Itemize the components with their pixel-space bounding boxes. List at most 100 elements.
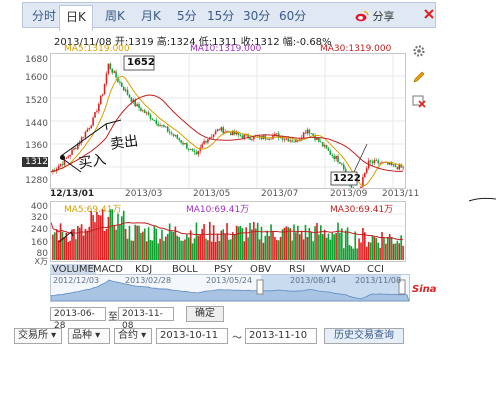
candle-body bbox=[145, 112, 148, 114]
range-confirm-button[interactable]: 确定 bbox=[186, 306, 224, 322]
tab-60min[interactable]: 60分 bbox=[279, 9, 307, 23]
indicator-tab-cci[interactable]: CCI bbox=[367, 264, 384, 275]
candle-body bbox=[253, 136, 255, 140]
volume-bar bbox=[379, 247, 381, 260]
volume-bar bbox=[258, 239, 261, 260]
candle-body bbox=[94, 111, 96, 118]
volume-bar bbox=[235, 225, 238, 260]
indicator-tab-volume[interactable]: VOLUME bbox=[50, 264, 96, 275]
share-button[interactable]: 分享 bbox=[355, 8, 395, 24]
range-navigator[interactable] bbox=[50, 274, 410, 302]
query-start-date-input[interactable]: 2013-10-11 bbox=[156, 328, 228, 344]
range-start-input[interactable]: 2013-06-28 bbox=[50, 307, 106, 331]
indicator-tab-macd[interactable]: MACD bbox=[93, 264, 123, 275]
volume-bar bbox=[392, 243, 395, 260]
volume-bar bbox=[101, 209, 104, 260]
volume-bar bbox=[111, 209, 114, 260]
settings-gear-icon[interactable] bbox=[412, 44, 426, 58]
volume-bar bbox=[197, 235, 200, 260]
candle-body bbox=[113, 71, 115, 73]
candle-body bbox=[174, 134, 177, 136]
tab-30min[interactable]: 30分 bbox=[243, 9, 271, 23]
candle-body bbox=[306, 129, 309, 134]
volume-bar bbox=[256, 222, 259, 260]
volume-bar bbox=[275, 239, 278, 260]
candle-body bbox=[362, 177, 364, 187]
volume-bar bbox=[186, 234, 188, 260]
volume-bar bbox=[383, 238, 385, 260]
indicator-tab-psy[interactable]: PSY bbox=[214, 264, 233, 275]
range-end-input[interactable]: 2013-11-08 bbox=[118, 307, 174, 331]
exchange-select[interactable]: 交易所 ▾ bbox=[14, 328, 62, 344]
volume-bar bbox=[115, 229, 117, 260]
candlestick-chart[interactable] bbox=[50, 53, 406, 199]
candle-body bbox=[124, 89, 127, 91]
volume-bar bbox=[310, 231, 313, 260]
candle-body bbox=[226, 131, 228, 132]
volume-bar bbox=[327, 233, 330, 260]
volume-bar bbox=[107, 216, 110, 260]
candle-body bbox=[92, 117, 94, 126]
candle-body bbox=[142, 110, 144, 112]
query-end-date-input[interactable]: 2013-11-10 bbox=[245, 328, 317, 344]
indicator-tab-rsi[interactable]: RSI bbox=[289, 264, 306, 275]
volume-bar bbox=[277, 240, 280, 260]
contract-select[interactable]: 合约 ▾ bbox=[114, 328, 152, 344]
volume-bar bbox=[212, 225, 215, 260]
volume-bar bbox=[55, 229, 58, 260]
volume-bar bbox=[71, 229, 73, 260]
indicator-tab-boll[interactable]: BOLL bbox=[172, 264, 198, 275]
volume-bar bbox=[400, 235, 402, 260]
close-icon[interactable] bbox=[423, 8, 435, 20]
navigator-date: 2013/08/14 bbox=[290, 276, 337, 285]
navigator-right-handle bbox=[398, 279, 406, 295]
tab-weekly-k[interactable]: 周K bbox=[105, 9, 125, 23]
volume-bar bbox=[187, 237, 190, 260]
volume-bar bbox=[354, 231, 357, 260]
volume-bar bbox=[274, 236, 276, 260]
candle-body bbox=[283, 138, 286, 140]
price-tick: 1360 bbox=[25, 141, 48, 151]
tab-5min[interactable]: 5分 bbox=[177, 9, 197, 23]
volume-bar bbox=[289, 228, 291, 260]
indicator-tab-wvad[interactable]: WVAD bbox=[320, 264, 351, 275]
price-tick: 1680 bbox=[25, 55, 48, 65]
candle-body bbox=[329, 150, 332, 155]
volume-bar bbox=[283, 227, 286, 260]
pencil-icon[interactable] bbox=[412, 70, 426, 84]
candle-body bbox=[184, 143, 186, 145]
candle-body bbox=[126, 89, 129, 95]
volume-bar bbox=[124, 228, 127, 260]
volume-bar bbox=[233, 234, 236, 260]
volume-bar bbox=[184, 239, 186, 260]
volume-bar bbox=[75, 239, 77, 260]
history-query-button[interactable]: 历史交易查询 bbox=[324, 328, 404, 344]
candle-body bbox=[161, 125, 163, 126]
candle-body bbox=[386, 161, 389, 165]
tab-intraday[interactable]: 分时 bbox=[32, 9, 57, 23]
candle-body bbox=[176, 134, 179, 139]
candle-body bbox=[159, 125, 161, 126]
volume-bar bbox=[63, 237, 66, 260]
volume-bar bbox=[155, 228, 158, 260]
product-select[interactable]: 品种 ▾ bbox=[68, 328, 110, 344]
tab-monthly-k[interactable]: 月K bbox=[141, 9, 161, 23]
indicator-tab-kdj[interactable]: KDJ bbox=[135, 264, 153, 275]
volume-bar bbox=[386, 236, 389, 260]
candle-body bbox=[195, 152, 198, 155]
volume-bar bbox=[348, 245, 351, 260]
volume-bar bbox=[312, 241, 314, 260]
tab-daily-k[interactable]: 日K bbox=[59, 5, 93, 31]
volume-bar bbox=[369, 242, 372, 260]
indicator-tab-obv[interactable]: OBV bbox=[250, 264, 272, 275]
candle-body bbox=[212, 134, 215, 137]
volume-bar bbox=[337, 222, 339, 260]
tab-15min[interactable]: 15分 bbox=[207, 9, 235, 23]
candle-body bbox=[109, 63, 112, 69]
volume-bar bbox=[92, 215, 94, 260]
candle-body bbox=[239, 134, 242, 136]
clear-drawing-icon[interactable] bbox=[412, 94, 426, 108]
volume-chart[interactable] bbox=[50, 201, 406, 262]
price-tick: 1520 bbox=[25, 96, 48, 106]
vol-ma5-label: MA5:69.41万 bbox=[64, 205, 122, 215]
